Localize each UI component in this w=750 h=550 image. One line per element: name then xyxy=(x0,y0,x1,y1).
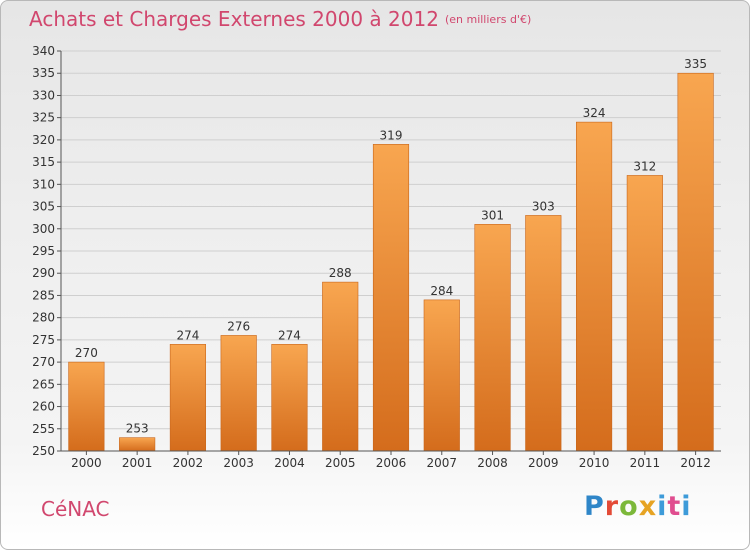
y-tick-label: 340 xyxy=(32,44,55,58)
town-name: CéNAC xyxy=(41,497,110,521)
y-tick-label: 305 xyxy=(32,200,55,214)
x-tick-label: 2005 xyxy=(325,456,356,470)
bar xyxy=(372,144,410,452)
bar xyxy=(220,335,257,452)
y-tick-label: 335 xyxy=(32,66,55,80)
x-tick-label: 2008 xyxy=(477,456,508,470)
bar xyxy=(576,121,613,452)
bar xyxy=(169,344,206,452)
bar-value-label: 324 xyxy=(583,106,606,120)
chart-title: Achats et Charges Externes 2000 à 2012 (e… xyxy=(29,7,531,31)
bars: 270 253 274 276 274 288 319 284 301 303 324 312 335 xyxy=(68,57,714,452)
bar-value-label: 274 xyxy=(176,328,199,342)
bar-value-label: 284 xyxy=(430,284,453,298)
x-tick-label: 2011 xyxy=(630,456,661,470)
x-tick-label: 2004 xyxy=(274,456,305,470)
y-tick-label: 295 xyxy=(32,244,55,258)
bar-value-label: 288 xyxy=(329,266,352,280)
y-tick-label: 290 xyxy=(32,266,55,280)
y-tick-label: 320 xyxy=(32,133,55,147)
y-tick-label: 255 xyxy=(32,422,55,436)
x-tick-label: 2000 xyxy=(71,456,102,470)
bar-value-label: 303 xyxy=(532,199,555,213)
proxiti-logo: Proxiti xyxy=(584,491,692,522)
x-tick-label: 2003 xyxy=(223,456,254,470)
x-tick-label: 2006 xyxy=(376,456,407,470)
bar xyxy=(119,437,156,452)
y-tick-label: 270 xyxy=(32,355,55,369)
x-tick-label: 2009 xyxy=(528,456,559,470)
bar xyxy=(423,299,460,452)
bar-value-label: 301 xyxy=(481,208,504,222)
y-tick-label: 285 xyxy=(32,288,55,302)
y-tick-label: 300 xyxy=(32,222,55,236)
chart-subtitle: (en milliers d'€) xyxy=(444,13,532,26)
bar-value-label: 253 xyxy=(126,422,149,436)
y-tick-label: 280 xyxy=(32,311,55,325)
bar xyxy=(525,215,562,452)
bar xyxy=(626,175,663,452)
bar-value-label: 270 xyxy=(75,346,98,360)
bar xyxy=(322,281,359,452)
bar xyxy=(677,72,714,452)
y-tick-label: 275 xyxy=(32,333,55,347)
y-tick-label: 250 xyxy=(32,444,55,458)
bar-value-label: 319 xyxy=(380,128,403,142)
bar xyxy=(68,361,105,452)
y-tick-label: 310 xyxy=(32,177,55,191)
chart-title-text: Achats et Charges Externes 2000 à 2012 xyxy=(29,7,439,31)
x-tick-label: 2012 xyxy=(680,456,711,470)
x-tick-label: 2001 xyxy=(122,456,153,470)
bar xyxy=(474,224,511,452)
x-tick-label: 2002 xyxy=(173,456,204,470)
y-tick-label: 265 xyxy=(32,377,55,391)
x-tick-label: 2007 xyxy=(426,456,457,470)
bar-value-label: 335 xyxy=(684,57,707,71)
y-tick-label: 330 xyxy=(32,88,55,102)
y-tick-label: 260 xyxy=(32,400,55,414)
y-tick-label: 325 xyxy=(32,111,55,125)
bar-value-label: 312 xyxy=(633,159,656,173)
axes: 250 255 260 265 270 275 280 285 290 295 300 305 310 3… xyxy=(32,44,721,470)
x-tick-label: 2010 xyxy=(579,456,610,470)
bar-value-label: 274 xyxy=(278,328,301,342)
bar xyxy=(271,344,308,452)
bar-value-label: 276 xyxy=(227,319,250,333)
y-tick-label: 315 xyxy=(32,155,55,169)
